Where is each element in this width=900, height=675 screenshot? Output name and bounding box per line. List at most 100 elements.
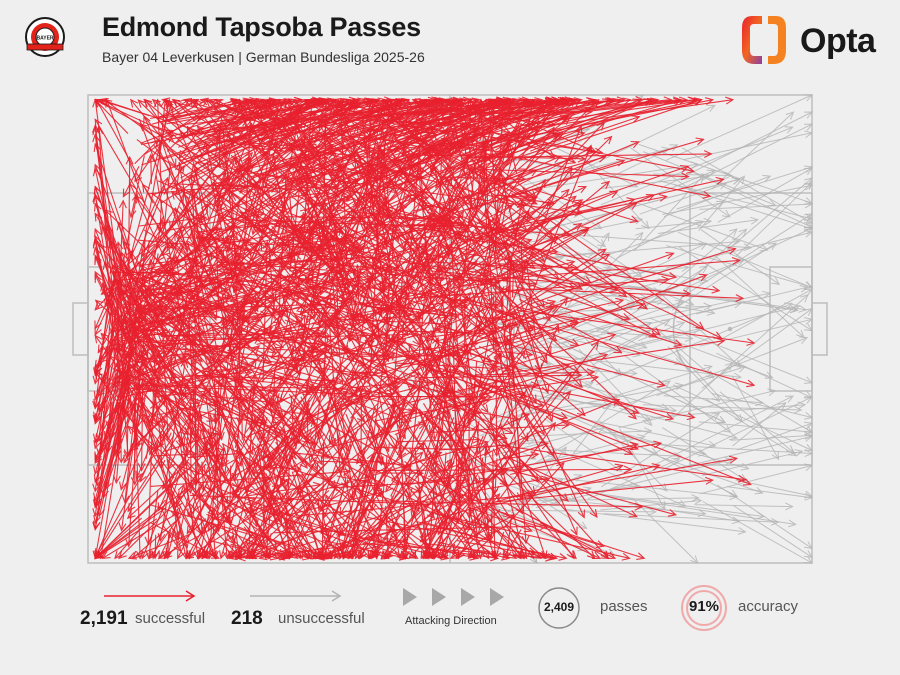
pass-arrow: [555, 355, 743, 381]
passes-count: 2,409: [543, 600, 575, 614]
opta-brand: Opta: [740, 12, 890, 68]
pass-arrow: [637, 321, 686, 342]
pass-arrow: [630, 147, 731, 218]
pass-arrow: [735, 181, 813, 257]
pass-arrow: [688, 228, 748, 282]
pass-arrow: [683, 130, 814, 161]
header: BAYER Edmond Tapsoba Passes Bayer 04 Lev…: [0, 0, 900, 80]
pass-arrow: [557, 233, 753, 252]
crest-center-text: BAYER: [36, 36, 53, 42]
pass-arrow: [695, 502, 794, 511]
pass-arrow: [514, 365, 585, 519]
pass-arrow: [535, 316, 683, 366]
right-penalty-arc: [672, 285, 691, 373]
pass-arrow: [705, 398, 797, 457]
pass-arrow: [511, 389, 752, 486]
pass-map-chart: [72, 94, 828, 565]
legend: 2,191 successful 218 unsuccessful Attack…: [0, 580, 900, 675]
pass-arrow: [215, 390, 254, 456]
right-penalty-area: [689, 192, 813, 466]
pass-arrow: [676, 165, 814, 210]
pass-arrow: [635, 217, 713, 230]
pass-arrow: [679, 246, 813, 332]
accuracy-label: accuracy: [738, 598, 799, 615]
passes-label: passes: [600, 598, 648, 615]
pass-arrow: [642, 404, 803, 414]
pass-arrow: [511, 192, 705, 330]
pass-arrow: [398, 435, 482, 444]
pass-arrow: [509, 164, 690, 228]
pass-arrow: [495, 350, 534, 359]
pass-arrow: [699, 463, 814, 495]
pass-arrow: [700, 229, 781, 285]
pass-arrow: [633, 499, 699, 564]
pass-arrow: [716, 352, 814, 399]
pass-arrow: [174, 494, 190, 546]
pass-arrow: [602, 426, 739, 497]
pass-arrow: [707, 370, 813, 433]
pass-arrow: [601, 265, 709, 334]
pass-arrow: [545, 375, 670, 411]
pass-arrow: [520, 161, 700, 192]
brand-name: Opta: [800, 22, 876, 60]
pass-arrow: [627, 285, 808, 313]
pass-arrow: [675, 349, 744, 423]
pass-arrow: [600, 126, 794, 206]
pass-arrow: [551, 337, 727, 424]
pass-arrow: [607, 428, 750, 471]
legend-unsuccessful-arrow-icon: [250, 590, 342, 602]
accuracy-value: 91%: [688, 598, 720, 615]
pass-arrow: [711, 111, 795, 190]
bayer-leverkusen-crest-icon: BAYER: [25, 17, 65, 57]
pass-arrow: [682, 147, 813, 224]
pass-arrow: [625, 395, 795, 480]
attacking-direction-icon: [403, 588, 504, 606]
pass-arrow: [649, 317, 814, 384]
pass-arrow: [726, 486, 814, 501]
attacking-direction-label: Attacking Direction: [405, 615, 497, 627]
successful-passes: [91, 96, 756, 562]
successful-label: successful: [135, 610, 206, 627]
pass-arrow: [552, 249, 695, 307]
page-title: Edmond Tapsoba Passes: [102, 12, 421, 42]
pass-arrow: [548, 449, 683, 460]
pass-arrow: [663, 434, 814, 472]
pass-arrow: [156, 200, 165, 234]
pass-arrow: [470, 256, 741, 282]
pass-arrow: [666, 94, 814, 161]
pass-arrow: [203, 193, 239, 241]
unsuccessful-count: 218: [231, 608, 263, 629]
opta-logo-icon: [742, 16, 786, 64]
pass-arrow: [128, 155, 145, 219]
pass-arrow: [663, 336, 774, 379]
pass-arrow: [723, 294, 809, 372]
successful-count: 2,191: [80, 608, 128, 629]
page-subtitle: Bayer 04 Leverkusen | German Bundesliga …: [102, 49, 425, 65]
pass-arrow: [642, 228, 738, 310]
pass-arrow: [667, 346, 721, 403]
pass-arrow: [716, 256, 805, 338]
pass-arrow: [730, 431, 814, 441]
pass-arrow: [600, 497, 703, 511]
pass-arrow: [666, 245, 814, 290]
pass-arrow: [702, 501, 814, 564]
pass-arrow: [624, 355, 732, 433]
pass-arrow: [665, 229, 814, 269]
pass-arrow: [94, 518, 158, 559]
pass-arrow: [660, 180, 814, 221]
pass-arrow: [717, 484, 813, 550]
pass-arrow: [160, 507, 180, 541]
pass-arrow: [639, 182, 728, 215]
pass-arrow: [683, 227, 814, 290]
pass-arrow: [624, 364, 747, 405]
pass-arrow: [633, 200, 769, 252]
right-goal: [811, 302, 828, 356]
pass-arrow: [503, 494, 700, 502]
pass-arrow: [672, 384, 814, 452]
pass-arrow: [159, 131, 177, 168]
pass-arrow: [503, 246, 737, 323]
legend-successful-arrow-icon: [104, 590, 196, 602]
pass-arrow: [618, 388, 777, 429]
pass-arrow: [600, 173, 711, 189]
unsuccessful-label: unsuccessful: [278, 610, 365, 627]
